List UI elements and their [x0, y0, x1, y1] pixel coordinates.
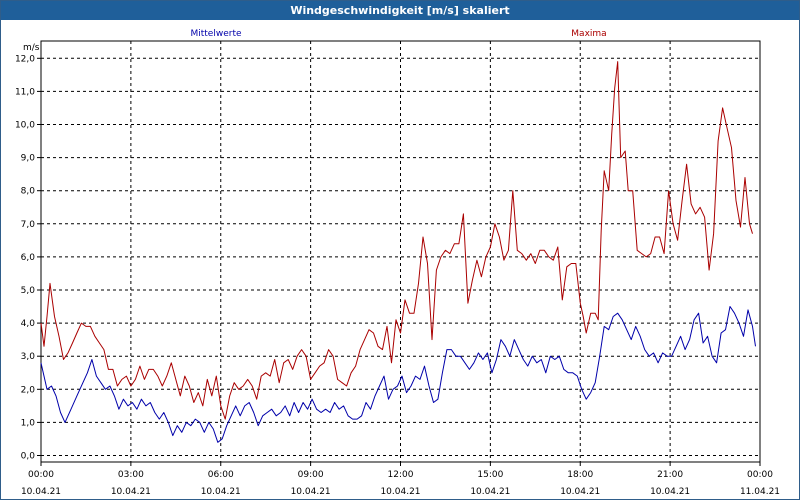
y-tick-label: 7,0 [21, 220, 36, 230]
x-tick-date-label: 10.04.21 [21, 487, 61, 497]
y-tick-label: 2,0 [21, 385, 36, 395]
y-tick-label: 8,0 [21, 187, 36, 197]
x-tick-date-label: 10.04.21 [380, 487, 420, 497]
data-series [40, 61, 756, 443]
x-tick-date-label: 10.04.21 [470, 487, 510, 497]
y-tick-label: 0,0 [21, 452, 36, 462]
y-tick-label: 11,0 [15, 87, 35, 97]
y-tick-label: 6,0 [21, 253, 36, 263]
x-tick-time-label: 06:00 [208, 470, 234, 480]
x-tick-time-label: 00:00 [28, 470, 54, 480]
x-tick-date-label: 10.04.21 [111, 487, 151, 497]
y-tick-label: 4,0 [21, 319, 36, 329]
x-tick-time-label: 00:00 [747, 470, 773, 480]
x-tick-time-label: 12:00 [388, 470, 414, 480]
y-tick-label: 10,0 [15, 121, 35, 131]
x-tick-time-label: 15:00 [477, 470, 503, 480]
y-tick-label: 5,0 [21, 286, 36, 296]
series-line-maxima [40, 61, 753, 420]
series-line-mittelwerte [40, 306, 756, 443]
x-tick-date-label: 11.04.21 [740, 487, 780, 497]
axis-labels: 0,0 1,0 2,0 3,0 4,0 5,0 6,0 7,0 8,0 9,0 10,0 11,0 12… [15, 54, 780, 497]
x-tick-date-label: 10.04.21 [201, 487, 241, 497]
y-tick-label: 12,0 [15, 54, 35, 64]
y-tick-label: 9,0 [21, 154, 36, 164]
y-tick-label: 1,0 [21, 418, 36, 428]
legend-mittelwerte: Mittelwerte [190, 29, 241, 39]
x-tick-time-label: 09:00 [298, 470, 324, 480]
window-title: Windgeschwindigkeit [m/s] skaliert [1, 1, 799, 20]
x-tick-time-label: 18:00 [567, 470, 593, 480]
legend-maxima: Maxima [571, 29, 606, 39]
x-tick-time-label: 03:00 [118, 470, 144, 480]
x-tick-date-label: 10.04.21 [291, 487, 331, 497]
y-tick-label: 3,0 [21, 352, 36, 362]
x-tick-time-label: 21:00 [657, 470, 683, 480]
x-tick-date-label: 10.04.21 [560, 487, 600, 497]
x-tick-date-label: 10.04.21 [650, 487, 690, 497]
y-axis-unit-label: m/s [23, 43, 40, 53]
grid-lines [41, 41, 760, 462]
